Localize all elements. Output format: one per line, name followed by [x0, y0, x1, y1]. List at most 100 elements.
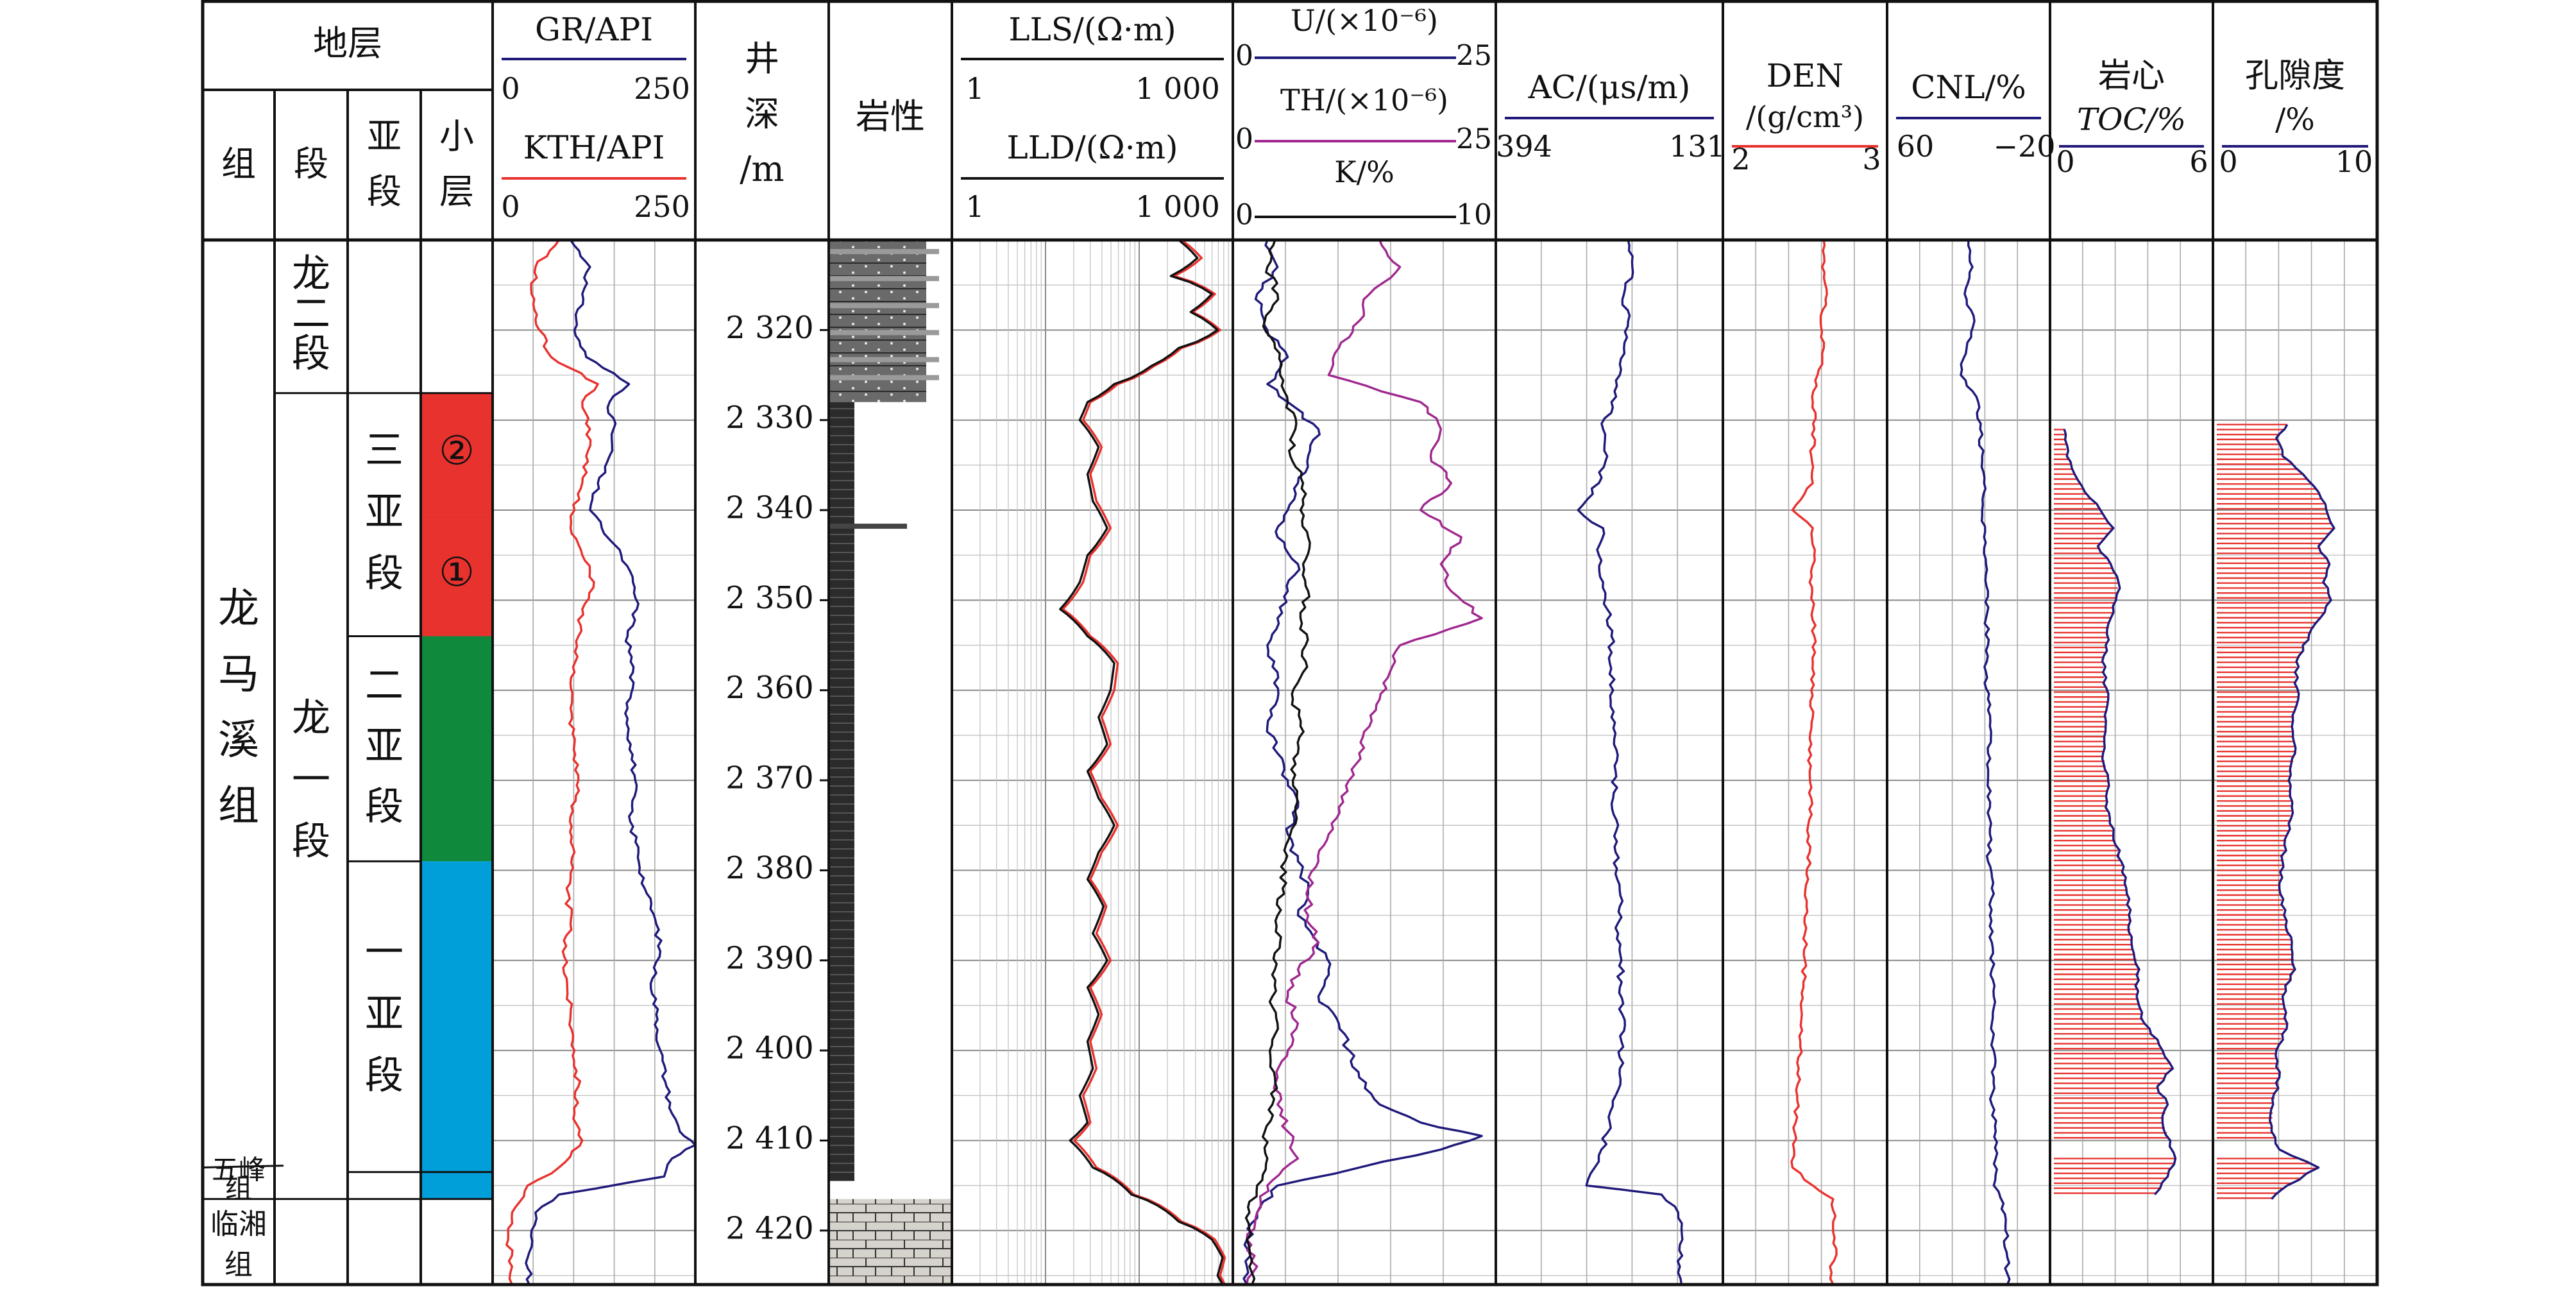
toc-unit: TOC/% [2077, 102, 2186, 138]
strata-name-char: 三 [365, 428, 403, 473]
cnl-label: CNL/% [1911, 69, 2026, 106]
curve-res-1 [1059, 239, 1224, 1285]
curve-gr-0 [525, 239, 697, 1285]
depth-axis-label: 井 [745, 38, 779, 79]
xiaoceng-label: ① [439, 549, 475, 595]
strata-level-1: 段 [294, 144, 328, 184]
spec-min-2: 0 [1235, 199, 1253, 232]
spec-max-1: 25 [1456, 123, 1492, 156]
strata-name: 二亚段 [365, 663, 403, 829]
ac-label: AC/(μs/m) [1528, 69, 1691, 106]
cnl-max: −20 [1993, 129, 2055, 164]
depth-tick-label: 2 400 [725, 1030, 813, 1066]
gr-label: GR/API [535, 11, 653, 48]
den-min: 2 [1731, 142, 1750, 176]
por-max: 10 [2335, 144, 2373, 179]
ac-max: 131 [1669, 129, 1725, 164]
strata-name-char: 一 [292, 757, 330, 802]
depth-tick-label: 2 320 [725, 310, 813, 346]
depth-axis-label: 深 [745, 94, 779, 134]
strata-name-char: 亚 [365, 991, 403, 1036]
curve-spec-0 [1242, 239, 1483, 1285]
depth-tick-label: 2 420 [725, 1210, 813, 1246]
xiaoceng-band [421, 636, 493, 862]
strata-level-0: 组 [221, 144, 256, 184]
curve-toc-0 [2063, 429, 2177, 1195]
strata-name-char: 段 [365, 784, 403, 829]
zu-longmaxi-char: 溪 [218, 717, 259, 764]
strata-level-0-char: 组 [221, 144, 256, 184]
lithology-streak [830, 303, 939, 309]
strata-level-3: 小层 [439, 116, 474, 212]
den-unit: /(g/cm³) [1746, 99, 1864, 134]
depth-tick-label: 2 360 [725, 670, 813, 706]
lithology-streak [830, 276, 939, 282]
spec-max-2: 10 [1456, 199, 1492, 232]
strata-name-char: 段 [365, 1053, 403, 1098]
zu-longmaxi-char: 马 [218, 651, 259, 698]
strata-level-3-char: 层 [439, 171, 474, 212]
kth-label: KTH/API [523, 129, 665, 166]
frame-layer [201, 0, 2379, 1287]
lithology-shale [830, 1172, 854, 1181]
depth-tick-label: 2 390 [725, 940, 813, 976]
spec-min-0: 0 [1235, 40, 1253, 73]
strata-level-2-char: 亚 [367, 116, 402, 157]
strata-level-2-char: 段 [367, 171, 402, 212]
strata-header: 地层 [313, 23, 382, 64]
zu-linxiang: 组 [225, 1248, 253, 1281]
strata-level-3-char: 小 [439, 116, 474, 157]
xiaoceng-label: ② [439, 427, 475, 474]
lld-min: 1 [965, 189, 984, 224]
spec-label-2: K/% [1334, 155, 1394, 189]
den-label: DEN [1767, 57, 1843, 94]
strata-name-char: 一 [365, 930, 403, 975]
lld-max: 1 000 [1135, 189, 1220, 224]
strata-name-char: 二 [365, 663, 403, 708]
strata-name-char: 二 [292, 291, 330, 336]
por-unit: /% [2275, 102, 2315, 138]
curve-cnl-0 [1960, 239, 2011, 1285]
strata-name-char: 亚 [365, 490, 403, 534]
zu-longmaxi-char: 龙 [218, 585, 259, 633]
por-header: 孔隙度 [2245, 57, 2345, 96]
zu-linxiang: 临湘 [210, 1208, 267, 1240]
xiaoceng-band [421, 861, 493, 1199]
zu-longmaxi-char: 组 [218, 782, 259, 830]
ac-min: 394 [1496, 129, 1552, 164]
strata-level-2: 亚段 [367, 116, 402, 212]
strata-name-char: 龙 [292, 251, 330, 296]
curve-den-0 [1790, 239, 1838, 1285]
strata-boundary [202, 1165, 284, 1169]
curve-por-0 [2269, 423, 2335, 1200]
gr-max: 250 [634, 71, 690, 106]
curve-spec-1 [1246, 239, 1483, 1285]
lld-label: LLD/(Ω·m) [1006, 129, 1178, 166]
lithology-label: 岩性 [856, 96, 925, 137]
zu-wufeng: 五峰 [212, 1154, 266, 1185]
lithology-streak [830, 357, 939, 363]
xiaoceng-band [421, 515, 493, 637]
strata-name-char: 段 [365, 551, 403, 596]
curve-gr-1 [505, 239, 599, 1285]
strata-name-char: 亚 [365, 723, 403, 768]
depth-tick-label: 2 380 [725, 850, 813, 886]
depth-tick-label: 2 350 [725, 580, 813, 616]
fill-layer [421, 240, 2334, 1285]
depth-axis-label: /m [740, 149, 784, 189]
zu-wufeng: 组 [225, 1173, 252, 1204]
lithology-streak [830, 375, 939, 380]
toc-max: 6 [2189, 144, 2208, 179]
strata-name: 三亚段 [365, 428, 403, 596]
spec-min-1: 0 [1235, 123, 1253, 156]
lithology-streak [830, 330, 939, 336]
grid-layer [493, 239, 2377, 1285]
kth-min: 0 [501, 189, 520, 224]
zu-longmaxi: 龙马溪组 [218, 585, 259, 830]
depth-tick-label: 2 330 [725, 400, 813, 436]
spec-label-1: TH/(×10⁻⁶) [1280, 83, 1448, 117]
lithology-limestone [830, 1199, 951, 1285]
